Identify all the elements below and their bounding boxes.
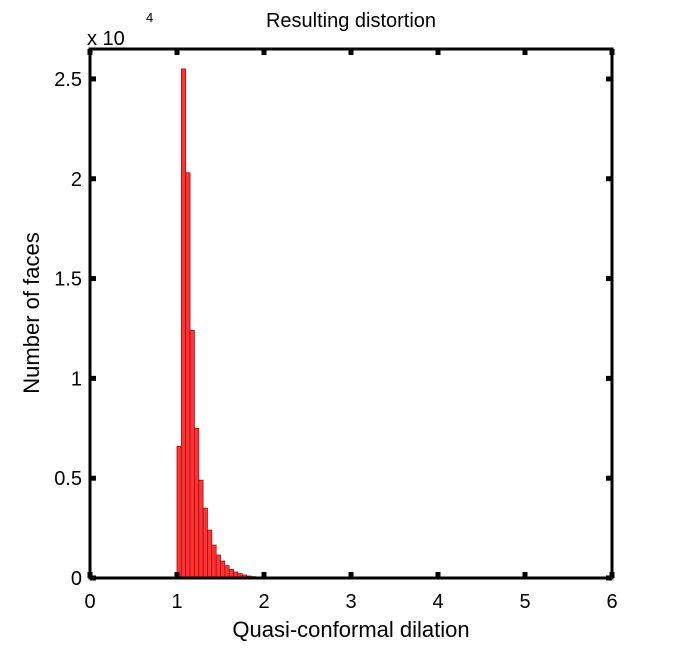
histogram-bars — [176, 68, 261, 579]
x-tick-label: 1 — [171, 591, 182, 613]
histogram-bar — [202, 507, 208, 579]
chart-title: Resulting distortion — [266, 10, 436, 32]
x-axis-ticks: 0 1 2 3 4 5 6 — [84, 49, 618, 613]
x-tick-label: 5 — [519, 591, 530, 613]
histogram-bar — [180, 68, 187, 579]
histogram-bar — [215, 554, 221, 579]
x-axis-label: Quasi-conformal dilation — [232, 617, 469, 642]
histogram-bar — [185, 172, 191, 579]
histogram-bar — [211, 544, 217, 579]
y-exponent-power: 4 — [146, 10, 153, 25]
histogram-bar — [189, 330, 195, 579]
x-tick-label: 4 — [432, 591, 443, 613]
y-axis-label: Number of faces — [19, 232, 44, 393]
y-tick-label: 2.5 — [54, 69, 82, 91]
histogram-bar — [220, 560, 226, 579]
histogram-bar — [207, 529, 213, 579]
histogram-bar — [176, 445, 182, 579]
x-tick-label: 0 — [84, 591, 95, 613]
x-tick-label: 6 — [606, 591, 617, 613]
histogram-bar — [193, 427, 200, 579]
plot-area-frame — [88, 47, 614, 580]
x-tick-label: 2 — [258, 591, 269, 613]
y-tick-label: 0 — [71, 568, 82, 590]
histogram-bar — [198, 479, 204, 579]
y-tick-label: 2 — [71, 169, 82, 191]
y-exponent-label: x 10 — [87, 28, 125, 50]
y-tick-label: 1.5 — [54, 269, 82, 291]
y-tick-label: 1 — [71, 368, 82, 390]
x-tick-label: 3 — [345, 591, 356, 613]
histogram-bar — [224, 565, 230, 579]
y-axis-ticks: 0 0.5 1 1.5 2 2.5 — [54, 69, 612, 590]
y-tick-label: 0.5 — [54, 468, 82, 490]
